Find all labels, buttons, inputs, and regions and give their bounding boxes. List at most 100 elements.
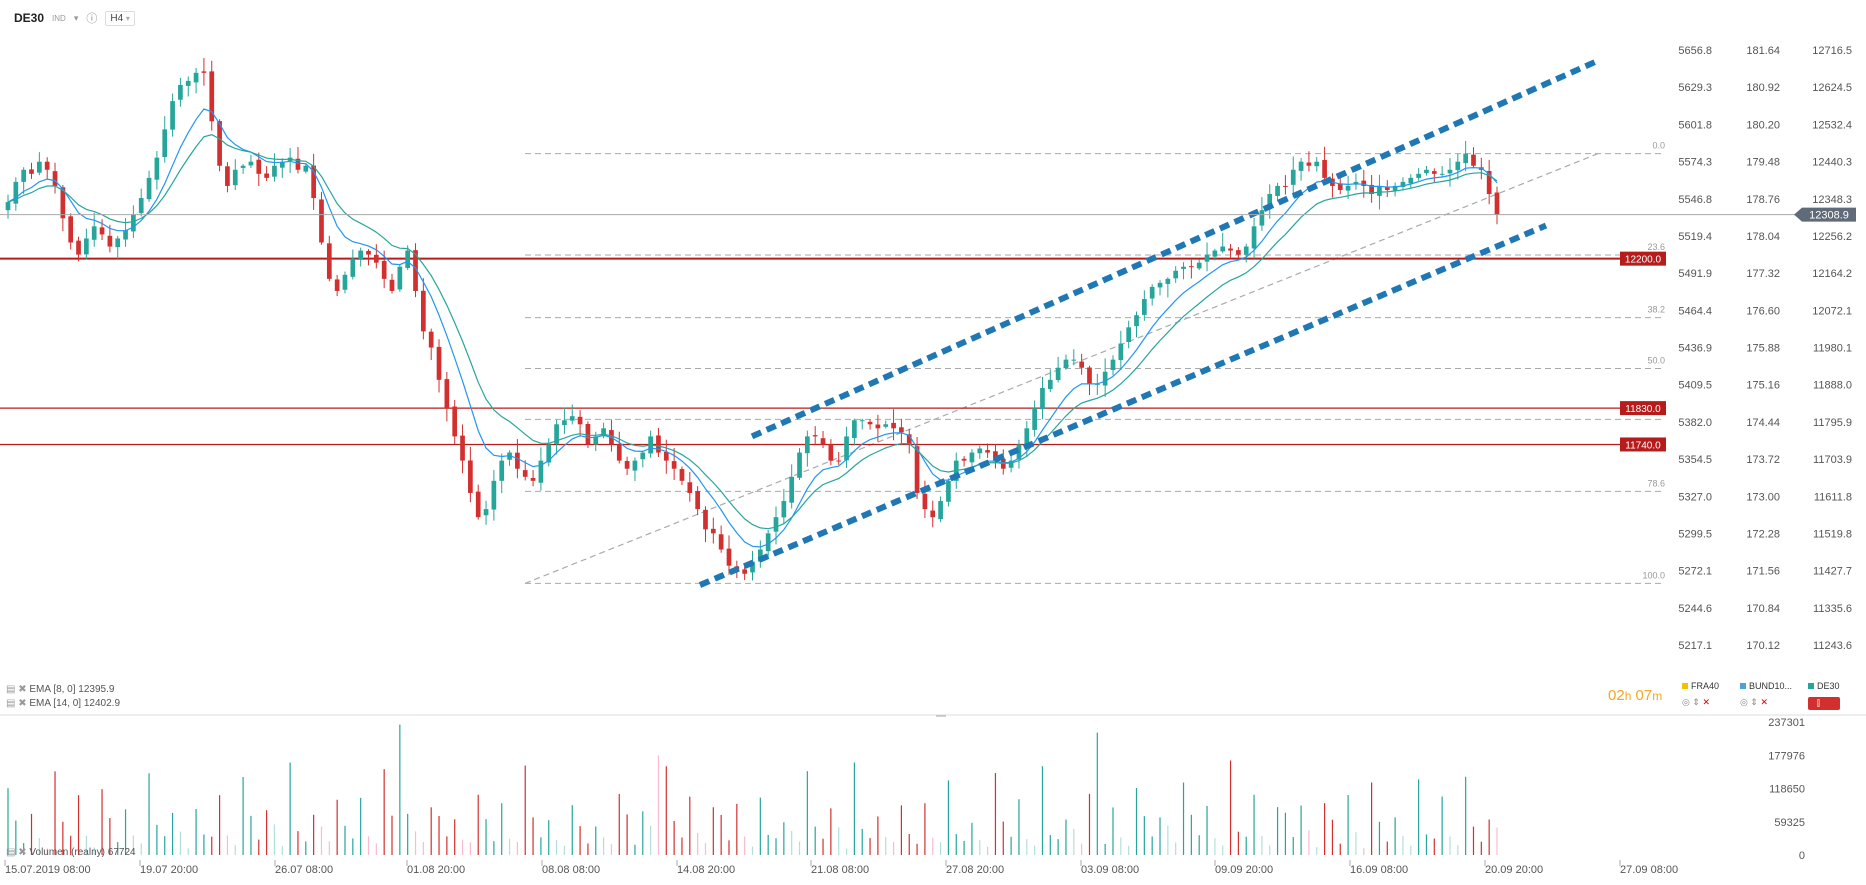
- legend-ema8[interactable]: ▤ ✖ EMA [8, 0] 12395.9: [6, 684, 114, 695]
- candle-body: [413, 250, 418, 291]
- candle-body: [232, 169, 238, 186]
- level-price-tag: [1620, 401, 1666, 416]
- fra40-axis-tick: 5409.5: [1678, 380, 1712, 392]
- candle-body: [977, 448, 983, 454]
- fra40-axis-tick: 5546.8: [1678, 194, 1712, 206]
- sort-icon[interactable]: ⇕: [1692, 697, 1700, 707]
- timeframe-select[interactable]: H4 ▾: [105, 10, 135, 26]
- candle-body: [1431, 171, 1437, 174]
- trend-channel[interactable]: [698, 57, 1600, 588]
- candle-body: [703, 509, 708, 530]
- settings-icon[interactable]: ▤ ✖: [6, 684, 27, 695]
- eye-icon[interactable]: ◎: [1740, 697, 1748, 707]
- candle-body: [601, 428, 606, 437]
- candle-body: [718, 534, 724, 550]
- candle-body: [1400, 181, 1406, 187]
- fib-level-label: 0.0: [1652, 141, 1665, 151]
- bund-axis-tick: 178.76: [1746, 194, 1780, 206]
- bund-axis-tick: 175.16: [1746, 380, 1780, 392]
- candle-body: [914, 446, 920, 493]
- candle-body: [859, 420, 865, 422]
- candle-body: [107, 235, 113, 247]
- candle-body: [695, 491, 700, 510]
- candle-body: [1055, 367, 1061, 381]
- candle-body: [209, 71, 215, 122]
- eye-icon[interactable]: ◎: [1682, 697, 1690, 707]
- candle-body: [358, 250, 364, 260]
- candle-body: [201, 71, 207, 73]
- candle-body: [789, 476, 795, 503]
- candle-body: [13, 181, 19, 204]
- fra40-axis-tick: 5519.4: [1678, 231, 1712, 243]
- legend-ema14[interactable]: ▤ ✖ EMA [14, 0] 12402.9: [6, 698, 120, 709]
- fra40-axis-tick: 5464.4: [1678, 305, 1712, 317]
- candle-body: [554, 424, 559, 444]
- candle-body: [742, 569, 748, 574]
- level-price-label: 11740.0: [1625, 440, 1661, 451]
- candle-body: [1392, 185, 1398, 191]
- candle-body: [240, 165, 246, 168]
- volume-axis-tick: 177976: [1768, 750, 1805, 762]
- candle-body: [993, 451, 998, 461]
- level-price-label: 11830.0: [1625, 404, 1661, 415]
- instrument-de30[interactable]: DE30 ⫿: [1808, 681, 1840, 710]
- candle-body: [1408, 177, 1414, 184]
- candle-body: [1424, 169, 1429, 174]
- instrument-fra40[interactable]: FRA40 ◎ ⇕ ✕: [1682, 681, 1719, 708]
- candle-body: [76, 240, 81, 255]
- candle-body: [491, 480, 497, 510]
- fib-level-label: 100.0: [1642, 570, 1665, 580]
- fra40-axis-tick: 5382.0: [1678, 417, 1712, 429]
- price-axis-tick: 12072.1: [1812, 305, 1852, 317]
- price-axis-tick: 12624.5: [1812, 82, 1852, 94]
- candle-body: [170, 101, 175, 130]
- close-icon[interactable]: ✕: [1702, 697, 1710, 707]
- candle-body: [178, 84, 183, 100]
- candle-body: [1471, 154, 1476, 166]
- candle-body: [1079, 361, 1084, 368]
- candle-body: [1110, 359, 1116, 371]
- settings-icon[interactable]: ▤ ✖: [6, 847, 27, 858]
- candle-body: [499, 460, 505, 481]
- candle-body: [632, 460, 638, 471]
- candle-countdown: 02h 07m: [1608, 687, 1662, 704]
- candle-body: [272, 165, 277, 177]
- instrument-bund[interactable]: BUND10... ◎ ⇕ ✕: [1740, 681, 1792, 708]
- candle-body: [311, 165, 316, 199]
- candle-body: [475, 491, 481, 518]
- settings-icon[interactable]: ▤ ✖: [6, 698, 27, 709]
- sort-icon[interactable]: ⇕: [1750, 697, 1758, 707]
- price-axis-tick: 12440.3: [1812, 157, 1852, 169]
- fra40-axis-tick: 5244.6: [1678, 603, 1712, 615]
- chevron-down-icon[interactable]: ▾: [73, 12, 79, 23]
- fra40-axis-tick: 5436.9: [1678, 343, 1712, 355]
- legend-volume[interactable]: ▤ ✖ Volumen (realny) 67724: [6, 847, 136, 858]
- level-price-label: 12200.0: [1625, 255, 1662, 266]
- legend-volume-text: Volumen (realny) 67724: [29, 847, 136, 858]
- channel-lower-line: [698, 222, 1548, 588]
- instrument-name: FRA40: [1691, 681, 1720, 691]
- close-icon[interactable]: ✕: [1760, 697, 1768, 707]
- candle-body: [946, 480, 951, 502]
- candle-body: [1212, 250, 1218, 257]
- candle-body: [1220, 246, 1226, 252]
- x-axis-tick-label: 09.09 20:00: [1215, 864, 1273, 876]
- candle-body: [1126, 327, 1132, 342]
- candle-body: [1306, 162, 1312, 166]
- candle-body: [1024, 428, 1030, 445]
- fra40-axis-tick: 5354.5: [1678, 454, 1712, 466]
- candle-body: [656, 435, 661, 453]
- info-icon[interactable]: ⓘ: [86, 13, 98, 25]
- candle-body: [852, 420, 857, 439]
- candle-body: [546, 444, 552, 463]
- candle-body: [366, 250, 371, 255]
- candle-type-button[interactable]: ⫿: [1808, 697, 1840, 710]
- price-axis-tick: 12532.4: [1812, 119, 1852, 131]
- candle-body: [930, 510, 936, 518]
- bund-axis-tick: 179.48: [1746, 157, 1780, 169]
- candle-body: [1196, 262, 1202, 269]
- symbol-label[interactable]: DE30: [14, 11, 45, 25]
- candle-body: [1071, 359, 1077, 361]
